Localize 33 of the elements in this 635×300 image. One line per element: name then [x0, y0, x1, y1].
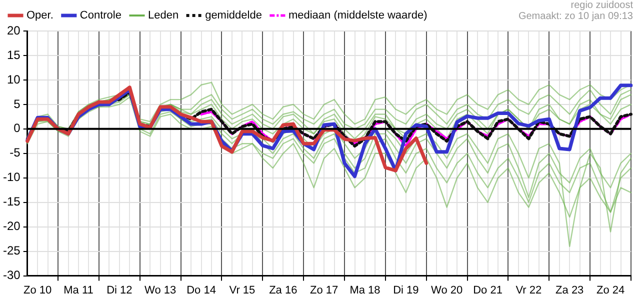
legend-label: Leden: [148, 10, 179, 22]
legend-label: mediaan (middelste waarde): [288, 10, 428, 22]
legend-label: Controle: [80, 10, 122, 22]
y-tick-label: 10: [6, 72, 21, 86]
x-tick-label: Vr 15: [229, 284, 256, 296]
text: regio zuidoost: [570, 0, 633, 11]
legend-label: Oper.: [26, 10, 54, 22]
y-tick-label: -15: [3, 194, 21, 209]
x-tick-label: Vr 22: [516, 284, 542, 296]
x-tick-label: Di 19: [393, 284, 419, 296]
y-tick-label: 15: [6, 48, 21, 62]
x-tick-label: Zo 10: [24, 284, 52, 296]
y-tick-label: -30: [3, 268, 21, 282]
y-tick-label: -10: [3, 170, 21, 184]
x-tick-label: Za 16: [269, 284, 298, 296]
x-tick-label: Za 23: [556, 284, 584, 296]
x-tick-label: Do 14: [186, 284, 216, 296]
x-tick-label: Ma 11: [64, 284, 94, 296]
y-tick-label: 5: [14, 96, 21, 111]
x-tick-label: Di 12: [106, 284, 132, 296]
text: Gemaakt: zo 10 jan 09:13: [518, 11, 633, 22]
y-tick-label: -5: [10, 146, 21, 160]
x-tick-label: Wo 20: [431, 284, 463, 296]
y-tick-label: 20: [6, 23, 21, 38]
x-tick-label: Ma 18: [350, 284, 380, 296]
x-tick-label: Do 21: [473, 284, 502, 296]
y-tick-label: -25: [3, 244, 21, 258]
x-tick-label: Wo 13: [144, 284, 176, 296]
x-tick-label: Zo 17: [310, 284, 338, 296]
x-tick-label: Zo 24: [596, 284, 625, 296]
legend-label: gemiddelde: [205, 10, 262, 22]
y-tick-label: -20: [3, 219, 21, 234]
y-tick-label: 0: [14, 121, 21, 136]
